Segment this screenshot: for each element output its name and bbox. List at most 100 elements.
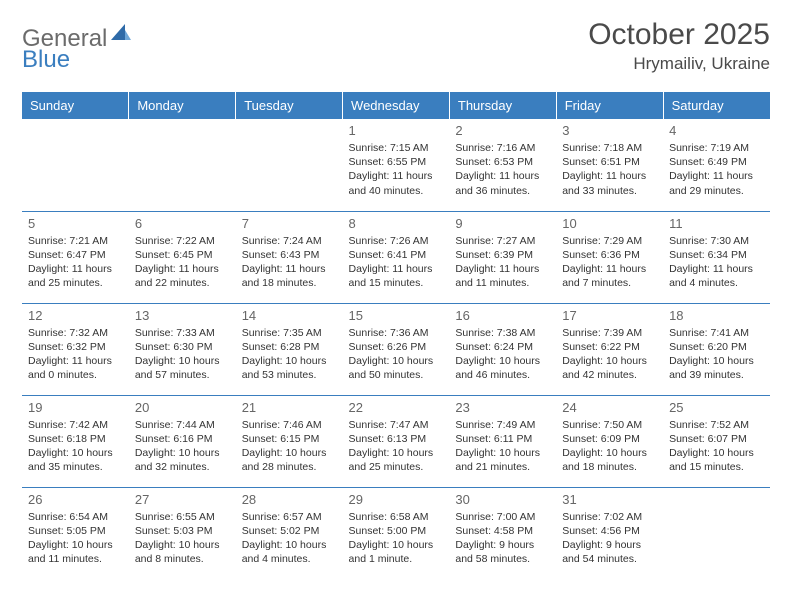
sunset-text: Sunset: 6:16 PM xyxy=(135,432,230,446)
day-number: 1 xyxy=(349,123,444,138)
sunrise-text: Sunrise: 7:00 AM xyxy=(455,510,550,524)
calendar-week-row: 5Sunrise: 7:21 AMSunset: 6:47 PMDaylight… xyxy=(22,211,770,303)
daylight-text: Daylight: 11 hours and 36 minutes. xyxy=(455,169,550,197)
sunset-text: Sunset: 5:02 PM xyxy=(242,524,337,538)
calendar-day-cell: 4Sunrise: 7:19 AMSunset: 6:49 PMDaylight… xyxy=(663,119,770,211)
day-details: Sunrise: 7:41 AMSunset: 6:20 PMDaylight:… xyxy=(669,326,764,383)
title-block: October 2025 Hrymailiv, Ukraine xyxy=(588,18,770,74)
day-details: Sunrise: 7:36 AMSunset: 6:26 PMDaylight:… xyxy=(349,326,444,383)
calendar-week-row: 1Sunrise: 7:15 AMSunset: 6:55 PMDaylight… xyxy=(22,119,770,211)
day-number: 13 xyxy=(135,308,230,323)
day-details: Sunrise: 6:55 AMSunset: 5:03 PMDaylight:… xyxy=(135,510,230,567)
sunset-text: Sunset: 5:00 PM xyxy=(349,524,444,538)
day-number: 6 xyxy=(135,216,230,231)
day-details: Sunrise: 7:44 AMSunset: 6:16 PMDaylight:… xyxy=(135,418,230,475)
day-details: Sunrise: 7:16 AMSunset: 6:53 PMDaylight:… xyxy=(455,141,550,198)
calendar-day-cell: 24Sunrise: 7:50 AMSunset: 6:09 PMDayligh… xyxy=(556,395,663,487)
calendar-day-cell: 7Sunrise: 7:24 AMSunset: 6:43 PMDaylight… xyxy=(236,211,343,303)
calendar-day-cell: 15 Sunrise: 7:36 AMSunset: 6:26 PMDayligh… xyxy=(343,303,450,395)
day-details: Sunrise: 7:39 AMSunset: 6:22 PMDaylight:… xyxy=(562,326,657,383)
day-number: 9 xyxy=(455,216,550,231)
calendar-day-cell: 28Sunrise: 6:57 AMSunset: 5:02 PMDayligh… xyxy=(236,487,343,579)
sunrise-text: Sunrise: 7:38 AM xyxy=(455,326,550,340)
day-details: Sunrise: 7:47 AMSunset: 6:13 PMDaylight:… xyxy=(349,418,444,475)
day-number: 25 xyxy=(669,400,764,415)
day-details: Sunrise: 7:32 AMSunset: 6:32 PMDaylight:… xyxy=(28,326,123,383)
day-details: Sunrise: 6:54 AMSunset: 5:05 PMDaylight:… xyxy=(28,510,123,567)
sunrise-text: Sunrise: 7:27 AM xyxy=(455,234,550,248)
location: Hrymailiv, Ukraine xyxy=(588,54,770,74)
calendar-day-cell xyxy=(236,119,343,211)
calendar-day-cell: 3 Sunrise: 7:18 AMSunset: 6:51 PMDaylight… xyxy=(556,119,663,211)
day-number: 30 xyxy=(455,492,550,507)
sunrise-text: Sunrise: 6:54 AM xyxy=(28,510,123,524)
daylight-text: Daylight: 10 hours and 15 minutes. xyxy=(669,446,764,474)
day-number: 19 xyxy=(28,400,123,415)
day-number: 12 xyxy=(28,308,123,323)
day-details: Sunrise: 7:49 AMSunset: 6:11 PMDaylight:… xyxy=(455,418,550,475)
day-number: 26 xyxy=(28,492,123,507)
calendar-day-cell: 22Sunrise: 7:47 AMSunset: 6:13 PMDayligh… xyxy=(343,395,450,487)
sunset-text: Sunset: 6:51 PM xyxy=(562,155,657,169)
day-number: 11 xyxy=(669,216,764,231)
calendar-day-cell: 31Sunrise: 7:02 AMSunset: 4:56 PMDayligh… xyxy=(556,487,663,579)
day-number: 23 xyxy=(455,400,550,415)
weekday-header: Monday xyxy=(129,92,236,119)
sunrise-text: Sunrise: 7:49 AM xyxy=(455,418,550,432)
month-title: October 2025 xyxy=(588,18,770,52)
day-number: 21 xyxy=(242,400,337,415)
day-number: 16 xyxy=(455,308,550,323)
calendar-day-cell: 8Sunrise: 7:26 AMSunset: 6:41 PMDaylight… xyxy=(343,211,450,303)
weekday-header: Tuesday xyxy=(236,92,343,119)
sunset-text: Sunset: 6:20 PM xyxy=(669,340,764,354)
day-number: 29 xyxy=(349,492,444,507)
calendar-table: Sunday Monday Tuesday Wednesday Thursday… xyxy=(22,92,770,579)
sunrise-text: Sunrise: 7:50 AM xyxy=(562,418,657,432)
day-number: 18 xyxy=(669,308,764,323)
daylight-text: Daylight: 10 hours and 46 minutes. xyxy=(455,354,550,382)
day-number: 24 xyxy=(562,400,657,415)
calendar-day-cell: 20 Sunrise: 7:44 AMSunset: 6:16 PMDayligh… xyxy=(129,395,236,487)
weekday-header: Sunday xyxy=(22,92,129,119)
sunrise-text: Sunrise: 7:35 AM xyxy=(242,326,337,340)
sunset-text: Sunset: 6:41 PM xyxy=(349,248,444,262)
sunset-text: Sunset: 6:07 PM xyxy=(669,432,764,446)
calendar-day-cell: 6Sunrise: 7:22 AMSunset: 6:45 PMDaylight… xyxy=(129,211,236,303)
calendar-day-cell: 29Sunrise: 6:58 AMSunset: 5:00 PMDayligh… xyxy=(343,487,450,579)
day-number: 10 xyxy=(562,216,657,231)
calendar-day-cell: 25 Sunrise: 7:52 AMSunset: 6:07 PMDayligh… xyxy=(663,395,770,487)
sunrise-text: Sunrise: 7:42 AM xyxy=(28,418,123,432)
calendar-day-cell xyxy=(663,487,770,579)
weekday-header: Saturday xyxy=(663,92,770,119)
calendar-day-cell: 1Sunrise: 7:15 AMSunset: 6:55 PMDaylight… xyxy=(343,119,450,211)
day-details: Sunrise: 7:29 AMSunset: 6:36 PMDaylight:… xyxy=(562,234,657,291)
day-number: 3 xyxy=(562,123,657,138)
sunrise-text: Sunrise: 7:16 AM xyxy=(455,141,550,155)
daylight-text: Daylight: 10 hours and 39 minutes. xyxy=(669,354,764,382)
sunset-text: Sunset: 6:34 PM xyxy=(669,248,764,262)
sunset-text: Sunset: 6:53 PM xyxy=(455,155,550,169)
daylight-text: Daylight: 10 hours and 25 minutes. xyxy=(349,446,444,474)
day-details: Sunrise: 7:02 AMSunset: 4:56 PMDaylight:… xyxy=(562,510,657,567)
day-details: Sunrise: 7:18 AMSunset: 6:51 PMDaylight:… xyxy=(562,141,657,198)
day-number: 28 xyxy=(242,492,337,507)
day-number: 20 xyxy=(135,400,230,415)
daylight-text: Daylight: 10 hours and 11 minutes. xyxy=(28,538,123,566)
weekday-header: Wednesday xyxy=(343,92,450,119)
sunrise-text: Sunrise: 7:33 AM xyxy=(135,326,230,340)
sunset-text: Sunset: 6:11 PM xyxy=(455,432,550,446)
day-number: 15 xyxy=(349,308,444,323)
day-details: Sunrise: 7:52 AMSunset: 6:07 PMDaylight:… xyxy=(669,418,764,475)
sunrise-text: Sunrise: 7:36 AM xyxy=(349,326,444,340)
sunset-text: Sunset: 6:43 PM xyxy=(242,248,337,262)
sunset-text: Sunset: 6:47 PM xyxy=(28,248,123,262)
day-number: 4 xyxy=(669,123,764,138)
calendar-week-row: 26 Sunrise: 6:54 AMSunset: 5:05 PMDayligh… xyxy=(22,487,770,579)
sunset-text: Sunset: 6:22 PM xyxy=(562,340,657,354)
daylight-text: Daylight: 10 hours and 18 minutes. xyxy=(562,446,657,474)
daylight-text: Daylight: 11 hours and 0 minutes. xyxy=(28,354,123,382)
sunrise-text: Sunrise: 7:19 AM xyxy=(669,141,764,155)
calendar-day-cell: 9Sunrise: 7:27 AMSunset: 6:39 PMDaylight… xyxy=(449,211,556,303)
sunset-text: Sunset: 6:28 PM xyxy=(242,340,337,354)
day-details: Sunrise: 7:24 AMSunset: 6:43 PMDaylight:… xyxy=(242,234,337,291)
